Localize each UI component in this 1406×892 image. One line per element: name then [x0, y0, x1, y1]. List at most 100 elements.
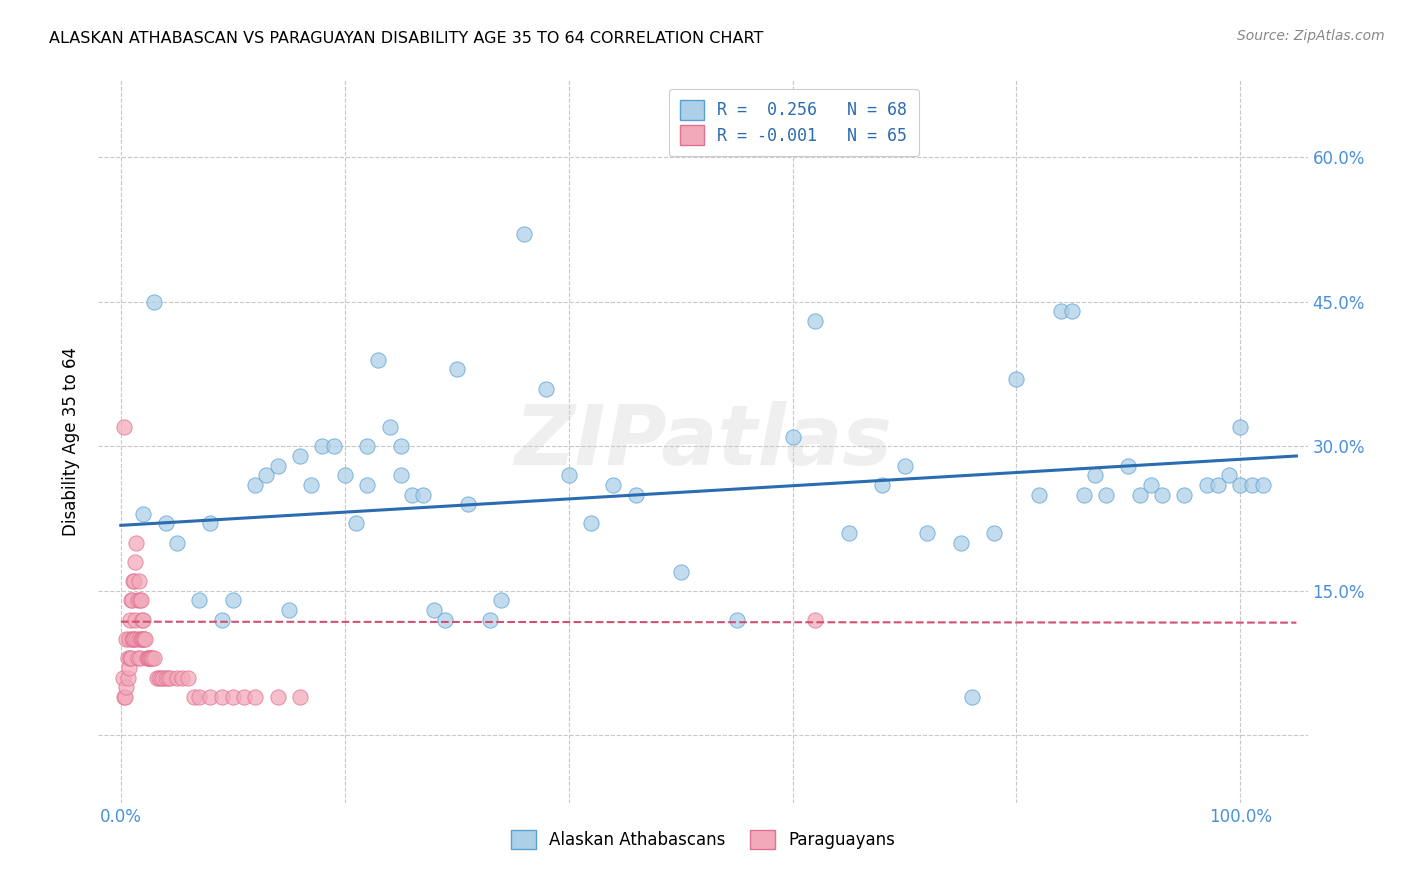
Point [128, 632, 150, 646]
Point [143, 651, 166, 665]
Point [669, 565, 692, 579]
Point [1240, 478, 1263, 492]
Point [915, 526, 938, 541]
Point [624, 487, 647, 501]
Point [1173, 487, 1195, 501]
Point [211, 613, 233, 627]
Point [136, 651, 159, 665]
Point [378, 420, 401, 434]
Point [131, 613, 153, 627]
Point [112, 671, 135, 685]
Point [155, 671, 177, 685]
Point [1118, 458, 1140, 473]
Point [1062, 304, 1084, 318]
Point [166, 671, 188, 685]
Point [122, 632, 145, 646]
Point [870, 478, 893, 492]
Y-axis label: Disability Age 35 to 64: Disability Age 35 to 64 [62, 347, 80, 536]
Point [122, 574, 145, 589]
Point [838, 526, 860, 541]
Point [143, 294, 166, 309]
Point [311, 439, 333, 453]
Point [602, 478, 624, 492]
Point [389, 468, 412, 483]
Point [1073, 487, 1095, 501]
Point [128, 651, 150, 665]
Point [1140, 478, 1163, 492]
Point [983, 526, 1005, 541]
Point [118, 613, 141, 627]
Point [112, 690, 135, 704]
Point [266, 690, 288, 704]
Point [129, 632, 152, 646]
Point [122, 632, 145, 646]
Point [118, 661, 141, 675]
Point [243, 690, 266, 704]
Point [1129, 487, 1152, 501]
Point [243, 478, 266, 492]
Point [120, 651, 142, 665]
Point [148, 671, 170, 685]
Point [117, 671, 139, 685]
Point [132, 613, 155, 627]
Point [356, 439, 378, 453]
Point [804, 613, 827, 627]
Point [434, 613, 457, 627]
Point [1084, 468, 1107, 483]
Point [118, 632, 141, 646]
Point [200, 690, 222, 704]
Point [134, 632, 156, 646]
Point [233, 690, 256, 704]
Point [333, 468, 356, 483]
Point [112, 420, 135, 434]
Point [949, 535, 972, 549]
Point [960, 690, 983, 704]
Point [412, 487, 434, 501]
Point [124, 613, 146, 627]
Text: ALASKAN ATHABASCAN VS PARAGUAYAN DISABILITY AGE 35 TO 64 CORRELATION CHART: ALASKAN ATHABASCAN VS PARAGUAYAN DISABIL… [49, 31, 763, 46]
Point [344, 516, 367, 531]
Point [1005, 372, 1028, 386]
Point [159, 671, 181, 685]
Point [446, 362, 468, 376]
Point [288, 690, 311, 704]
Point [254, 468, 277, 483]
Point [782, 430, 804, 444]
Legend: Alaskan Athabascans, Paraguayans: Alaskan Athabascans, Paraguayans [501, 821, 905, 860]
Point [1050, 304, 1073, 318]
Point [579, 516, 602, 531]
Point [188, 690, 211, 704]
Point [183, 690, 205, 704]
Point [200, 516, 222, 531]
Point [893, 458, 915, 473]
Point [145, 671, 167, 685]
Point [1150, 487, 1173, 501]
Point [1218, 468, 1240, 483]
Point [288, 449, 311, 463]
Point [131, 632, 153, 646]
Point [299, 478, 322, 492]
Point [804, 314, 827, 328]
Point [401, 487, 423, 501]
Point [124, 555, 146, 569]
Point [389, 439, 412, 453]
Point [536, 382, 558, 396]
Point [150, 671, 173, 685]
Point [114, 690, 136, 704]
Point [129, 593, 152, 607]
Point [457, 497, 479, 511]
Point [141, 651, 163, 665]
Point [134, 632, 156, 646]
Point [135, 651, 157, 665]
Point [138, 651, 160, 665]
Text: Source: ZipAtlas.com: Source: ZipAtlas.com [1237, 29, 1385, 43]
Point [222, 593, 245, 607]
Point [172, 671, 194, 685]
Point [1206, 478, 1229, 492]
Point [491, 593, 513, 607]
Point [115, 680, 138, 694]
Point [423, 603, 446, 617]
Point [222, 690, 245, 704]
Point [115, 632, 138, 646]
Point [1195, 478, 1218, 492]
